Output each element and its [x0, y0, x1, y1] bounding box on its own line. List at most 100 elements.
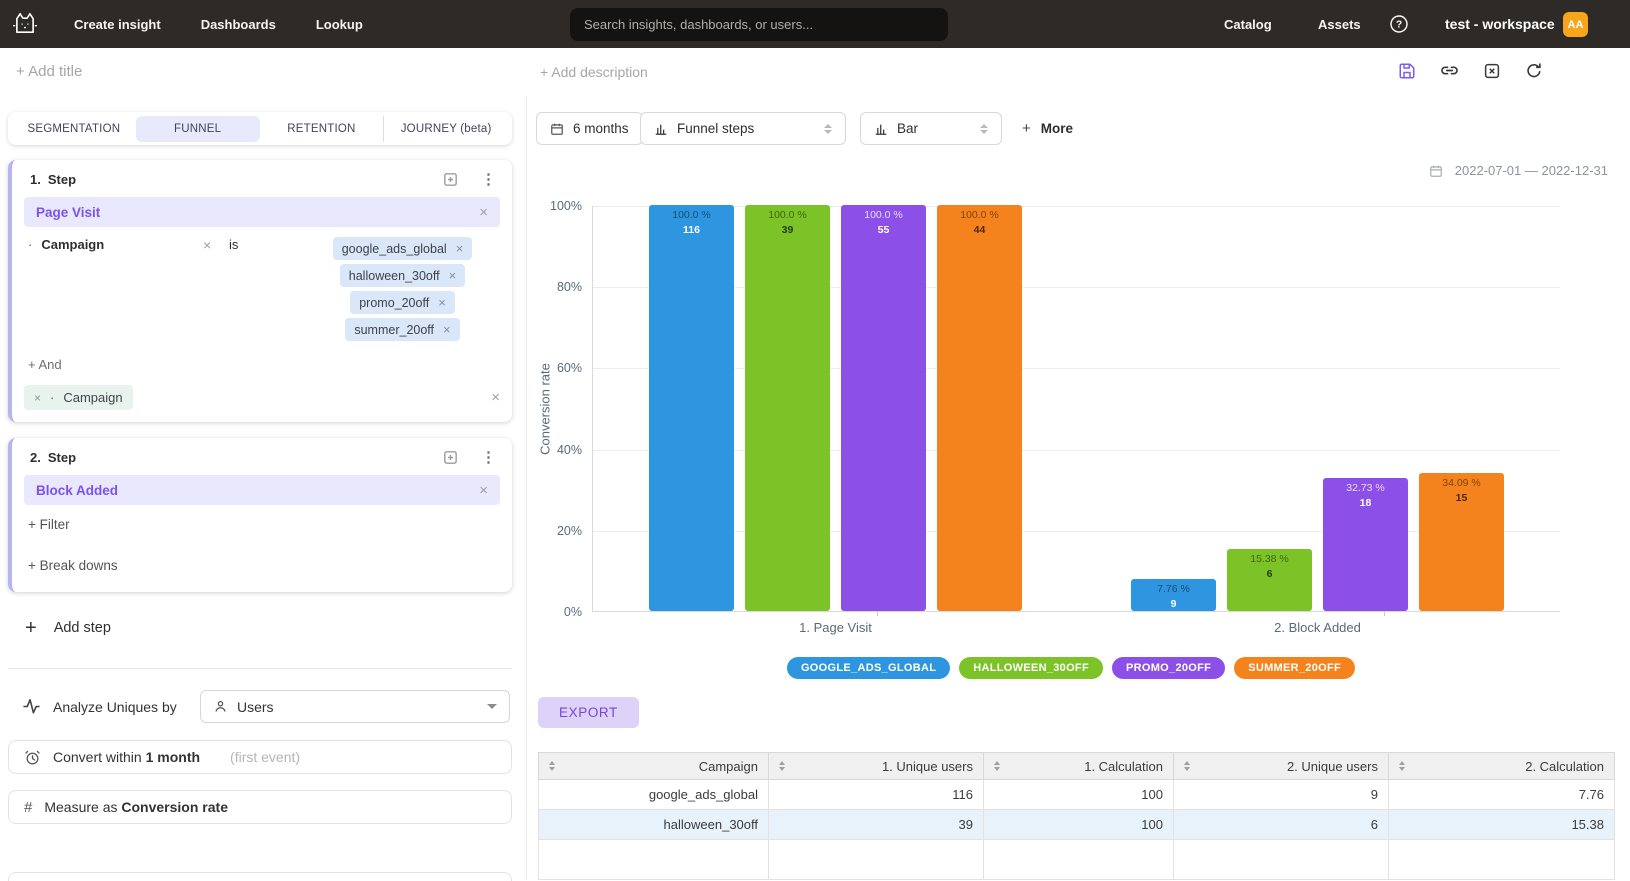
add-breakdowns-link[interactable]: + Break downs — [28, 558, 118, 573]
add-description-field[interactable]: + Add description — [540, 64, 648, 80]
add-step-button[interactable]: + Add step — [25, 618, 111, 638]
convert-within-setting[interactable]: Convert within 1 month (first event) — [8, 740, 512, 774]
remove-chip-icon[interactable]: × — [438, 295, 446, 310]
legend-pill-google_ads_global[interactable]: GOOGLE_ADS_GLOBAL — [786, 657, 951, 679]
save-icon[interactable] — [1398, 62, 1416, 80]
y-tick-label: 20% — [556, 523, 582, 538]
table-row[interactable]: halloween_30off 39 100 6 15.38 — [538, 809, 1615, 840]
column-header[interactable]: 2. Calculation — [1388, 752, 1615, 780]
app-logo-cat-icon[interactable] — [12, 11, 38, 35]
table-row[interactable]: google_ads_global 116 100 9 7.76 — [538, 779, 1615, 810]
sort-icon[interactable] — [1399, 761, 1405, 771]
step-1-event-row[interactable]: Page Visit × — [24, 197, 500, 227]
column-header[interactable]: Campaign — [538, 752, 769, 780]
view-mode-select[interactable]: Funnel steps — [640, 112, 846, 145]
nav-lookup[interactable]: Lookup — [315, 16, 363, 32]
remove-chip-icon[interactable]: × — [443, 322, 451, 337]
remove-breakdown-row-icon[interactable]: × — [491, 389, 500, 406]
add-in-step-icon[interactable] — [442, 171, 459, 188]
add-in-step-icon[interactable] — [442, 449, 459, 466]
bar-halloween_30off-2[interactable]: 15.38 % 6 — [1227, 549, 1312, 611]
date-range-button[interactable]: 6 months — [536, 112, 643, 145]
tab-funnel[interactable]: FUNNEL — [135, 115, 260, 142]
bar-summer_20off-1[interactable]: 100.0 % 44 — [937, 205, 1022, 611]
table-cell: 100 — [983, 809, 1174, 840]
tab-retention[interactable]: RETENTION — [287, 122, 356, 135]
remove-event-icon[interactable]: × — [479, 203, 488, 221]
analyze-entity-select[interactable]: Users — [200, 690, 510, 723]
column-header[interactable]: 2. Unique users — [1173, 752, 1389, 780]
add-and-condition-link[interactable]: + And — [28, 357, 62, 372]
search-input[interactable] — [570, 8, 948, 41]
sort-icon[interactable] — [549, 761, 555, 771]
table-cell: 116 — [768, 779, 984, 810]
table-cell — [983, 839, 1174, 880]
bar-summer_20off-2[interactable]: 34.09 % 15 — [1419, 473, 1504, 611]
bar-halloween_30off-1[interactable]: 100.0 % 39 — [745, 205, 830, 611]
funnel-step-2-card: 2. Step ⋮ Block Added × + Filter + Break… — [8, 438, 512, 592]
sort-icon[interactable] — [779, 761, 785, 771]
tab-segmentation[interactable]: SEGMENTATION — [27, 122, 121, 135]
table-cell — [538, 839, 769, 880]
legend-pill-halloween_30off[interactable]: HALLOWEEN_30OFF — [959, 657, 1103, 679]
table-row-partial — [538, 839, 1615, 880]
nav-links: Create insight Dashboards Lookup — [74, 0, 363, 48]
analyze-uniques-label: Analyze Uniques by — [22, 697, 177, 716]
step-2-event-row[interactable]: Block Added × — [24, 475, 500, 505]
x-axis-tick — [1384, 611, 1385, 616]
table-cell — [768, 839, 984, 880]
column-header-label: 2. Calculation — [1525, 758, 1604, 774]
clear-property-icon[interactable]: × — [203, 237, 212, 253]
step-menu-icon[interactable]: ⋮ — [481, 171, 496, 188]
export-button[interactable]: EXPORT — [538, 697, 639, 728]
more-options-button[interactable]: + More — [1022, 120, 1074, 137]
add-filter-link[interactable]: + Filter — [28, 517, 70, 532]
filter-operator[interactable]: is — [229, 237, 239, 252]
analyze-entity-value: Users — [237, 698, 274, 715]
copy-link-icon[interactable] — [1440, 61, 1459, 80]
chart-type-select[interactable]: Bar — [860, 112, 1002, 145]
bar-google_ads_global-2[interactable]: 7.76 % 9 — [1131, 579, 1216, 611]
sort-icon[interactable] — [1184, 761, 1190, 771]
measure-value: Conversion rate — [121, 799, 228, 815]
nav-dashboards[interactable]: Dashboards — [200, 16, 276, 32]
remove-chip-icon[interactable]: × — [448, 268, 457, 283]
filter-value-chip[interactable]: google_ads_global × — [332, 237, 473, 260]
step-1-event-name: Page Visit — [36, 204, 101, 220]
measure-as-setting[interactable]: # Measure as Conversion rate — [8, 790, 512, 824]
workspace-name[interactable]: test - workspace — [1445, 16, 1555, 32]
table-cell: google_ads_global — [538, 779, 769, 810]
filter-value-chips: google_ads_global × halloween_30off × promo_… — [307, 237, 498, 341]
breakdown-chip[interactable]: × · Campaign — [24, 385, 133, 410]
step-menu-icon[interactable]: ⋮ — [481, 449, 496, 466]
nav-catalog[interactable]: Catalog — [1224, 17, 1272, 32]
filter-value-chip[interactable]: summer_20off × — [345, 318, 460, 341]
close-insight-icon[interactable] — [1483, 62, 1501, 80]
bar-promo_20off-2[interactable]: 32.73 % 18 — [1323, 478, 1408, 611]
nav-assets[interactable]: Assets — [1318, 17, 1361, 32]
filter-value-chip[interactable]: halloween_30off × — [339, 264, 466, 287]
refresh-icon[interactable] — [1525, 62, 1543, 80]
legend-pill-summer_20off[interactable]: SUMMER_20OFF — [1234, 657, 1356, 679]
nav-create-insight[interactable]: Create insight — [74, 16, 161, 32]
bar-google_ads_global-1[interactable]: 100.0 % 116 — [649, 205, 734, 611]
column-header[interactable]: 1. Calculation — [983, 752, 1174, 780]
step-number: 2. — [30, 450, 41, 465]
chip-label: summer_20off — [354, 322, 435, 337]
plus-icon: + — [25, 617, 37, 639]
sort-icon[interactable] — [994, 761, 1000, 771]
column-header[interactable]: 1. Unique users — [768, 752, 984, 780]
legend-pill-promo_20off[interactable]: PROMO_20OFF — [1111, 657, 1226, 679]
add-title-field[interactable]: + Add title — [16, 63, 83, 80]
filter-value-chip[interactable]: promo_20off × — [350, 291, 455, 314]
remove-event-icon[interactable]: × — [479, 481, 488, 499]
remove-chip-icon[interactable]: × — [455, 241, 464, 256]
filter-property[interactable]: Campaign — [41, 237, 105, 252]
funnel-bar-chart: 100.0 % 116 100.0 % 39 100.0 % 55 100.0 % 44 1. … — [592, 205, 1560, 635]
date-range-text: 2022-07-01 — 2022-12-31 — [1454, 163, 1608, 178]
help-icon[interactable]: ? — [1390, 15, 1408, 33]
user-avatar[interactable]: AA — [1563, 12, 1588, 37]
bar-promo_20off-1[interactable]: 100.0 % 55 — [841, 205, 926, 611]
remove-breakdown-icon[interactable]: × — [34, 390, 42, 405]
tab-journey-beta[interactable]: JOURNEY (beta) — [383, 115, 508, 142]
